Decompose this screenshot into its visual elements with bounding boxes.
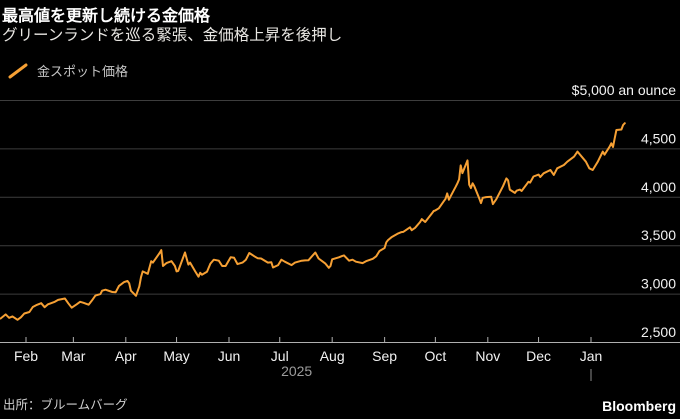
line-series-marker-icon [8, 63, 28, 78]
month-label: Nov [475, 348, 500, 364]
month-label: Mar [61, 348, 85, 364]
source-attribution: 出所：ブルームバーグ [3, 398, 128, 412]
month-label: Feb [14, 348, 38, 364]
month-label: Dec [526, 348, 551, 364]
month-label: May [163, 348, 189, 364]
year-label: 2025 [281, 363, 312, 379]
y-axis-label: 4,500 [641, 130, 676, 146]
month-label: Jan [580, 348, 603, 364]
bloomberg-logo: Bloomberg [602, 398, 676, 414]
month-label: Sep [372, 348, 397, 364]
month-label: Jul [271, 348, 289, 364]
month-label: Jun [218, 348, 241, 364]
y-axis-label: 3,500 [641, 227, 676, 243]
legend: 金スポット価格 [7, 61, 128, 80]
y-axis-label: 2,500 [641, 324, 676, 340]
y-axis-label: $5,000 an ounce [572, 82, 677, 98]
month-label: Apr [115, 348, 137, 364]
month-label: Oct [424, 348, 446, 364]
chart-subtitle: グリーンランドを巡る緊張、金価格上昇を後押し [2, 27, 343, 44]
legend-label: 金スポット価格 [37, 64, 129, 79]
y-axis-label: 4,000 [641, 179, 676, 195]
chart-title: 最高値を更新し続ける金価格 [2, 8, 211, 25]
month-label: Aug [320, 348, 345, 364]
price-line [0, 122, 626, 321]
y-axis-label: 3,000 [641, 276, 676, 292]
